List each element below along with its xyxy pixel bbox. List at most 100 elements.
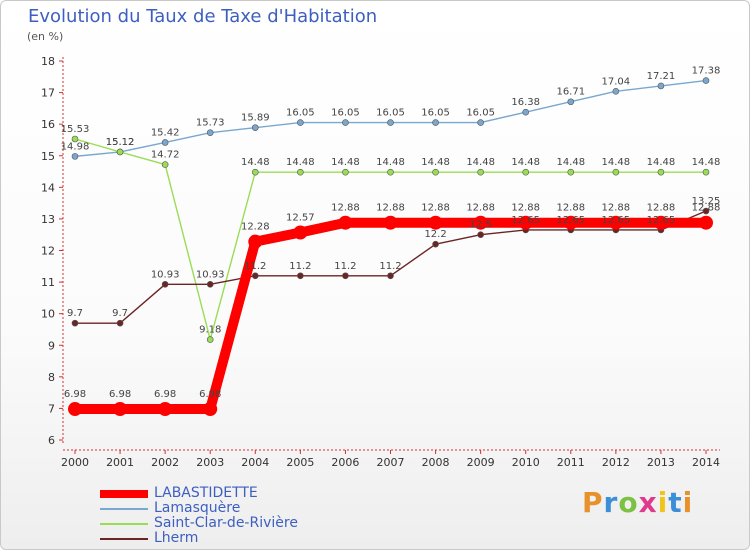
data-label: 15.42 — [151, 127, 180, 138]
data-point — [251, 272, 259, 280]
series-line — [75, 217, 706, 415]
legend-swatch — [100, 490, 148, 498]
data-point — [657, 168, 665, 176]
data-point — [71, 319, 79, 327]
data-point — [702, 77, 710, 84]
data-label: 11.2 — [334, 261, 356, 272]
legend-swatch — [100, 538, 148, 540]
data-label: 12.88 — [602, 203, 631, 214]
data-label: 9.18 — [199, 325, 221, 336]
chart-title: Evolution du Taux de Taxe d'Habitation — [28, 6, 378, 27]
data-label: 15.73 — [196, 118, 225, 129]
data-label: 13.25 — [692, 196, 721, 207]
data-label: 12.65 — [602, 215, 631, 226]
data-label: 11.2 — [244, 261, 266, 272]
x-tick-label: 2002 — [151, 456, 179, 469]
legend-label: LABASTIDETTE — [154, 485, 258, 501]
data-label: 12.65 — [556, 215, 585, 226]
y-tick-label: 13 — [41, 213, 55, 226]
data-label: 17.04 — [602, 76, 631, 87]
x-tick-label: 2012 — [602, 456, 630, 469]
data-label: 12.88 — [376, 203, 405, 214]
data-point — [248, 234, 263, 249]
data-label: 15.53 — [61, 124, 90, 135]
data-point — [71, 135, 79, 143]
data-point — [342, 168, 349, 176]
data-label: 9.7 — [112, 308, 128, 319]
data-point — [293, 225, 308, 240]
data-label: 16.05 — [376, 108, 405, 119]
series-layer — [68, 77, 713, 417]
data-label: 12.88 — [466, 203, 495, 214]
data-label: 10.93 — [151, 269, 180, 280]
data-label: 12.88 — [692, 203, 721, 214]
data-label: 15.12 — [106, 137, 135, 148]
data-point — [387, 272, 394, 280]
data-label: 12.5 — [470, 220, 492, 231]
x-tick-label: 2011 — [557, 456, 585, 469]
y-tick-label: 16 — [41, 118, 55, 131]
data-point — [297, 119, 304, 126]
data-point — [477, 119, 484, 126]
y-tick-label: 7 — [48, 402, 55, 415]
x-tick-label: 2014 — [692, 456, 720, 469]
x-tick-label: 2013 — [647, 456, 675, 469]
chart-unit: (en %) — [27, 30, 64, 43]
data-label: 9.7 — [67, 308, 83, 319]
data-point — [297, 272, 304, 280]
data-point — [206, 280, 214, 288]
data-point — [206, 336, 214, 343]
data-label: 10.93 — [196, 269, 225, 280]
data-label: 12.88 — [331, 203, 360, 214]
data-point — [161, 161, 169, 168]
logo-letter: i — [657, 486, 669, 519]
data-point — [657, 82, 665, 90]
data-label: 12.2 — [424, 229, 446, 240]
data-point — [116, 148, 124, 156]
legend-label: Lamasquère — [154, 500, 241, 516]
data-point — [203, 402, 218, 417]
data-label: 14.48 — [331, 157, 360, 168]
data-label: 14.48 — [602, 157, 631, 168]
data-point — [251, 168, 259, 176]
data-point — [653, 215, 668, 230]
data-label: 12.88 — [421, 203, 450, 214]
y-tick-label: 17 — [41, 87, 55, 100]
x-tick-label: 2010 — [512, 456, 540, 469]
series-2 — [71, 135, 710, 343]
data-label: 12.65 — [511, 215, 540, 226]
axes: 6 7 8 9 10 11 12 13 14 15 16 17 18 2000 2001 2002 2003 20… — [41, 55, 720, 469]
data-point — [608, 215, 623, 230]
data-label: 14.48 — [241, 157, 270, 168]
data-label: 12.57 — [286, 212, 315, 223]
data-label: 14.48 — [466, 157, 495, 168]
data-point — [522, 168, 530, 176]
y-tick-label: 11 — [41, 276, 55, 289]
x-tick-label: 2003 — [196, 456, 224, 469]
data-point — [567, 168, 575, 176]
series-0 — [68, 215, 713, 417]
data-point — [338, 215, 353, 230]
data-point — [477, 231, 484, 239]
data-label: 6.98 — [109, 389, 131, 400]
data-point — [702, 168, 710, 176]
data-label: 14.48 — [421, 157, 450, 168]
data-point — [518, 215, 533, 230]
data-label: 14.48 — [511, 157, 540, 168]
data-label: 6.98 — [199, 389, 221, 400]
data-label: 16.05 — [466, 108, 495, 119]
data-label: 17.38 — [692, 66, 721, 77]
data-point — [342, 272, 349, 280]
data-label: 11.2 — [289, 261, 311, 272]
data-label: 14.72 — [151, 150, 180, 161]
y-tick-label: 15 — [41, 150, 55, 163]
data-point — [68, 402, 82, 417]
data-point — [612, 168, 620, 176]
legend-swatch — [100, 508, 148, 510]
data-point — [161, 139, 169, 146]
x-tick-label: 2000 — [61, 456, 89, 469]
data-label: 6.98 — [64, 389, 86, 400]
data-point — [383, 215, 398, 230]
x-tick-label: 2004 — [241, 456, 269, 469]
